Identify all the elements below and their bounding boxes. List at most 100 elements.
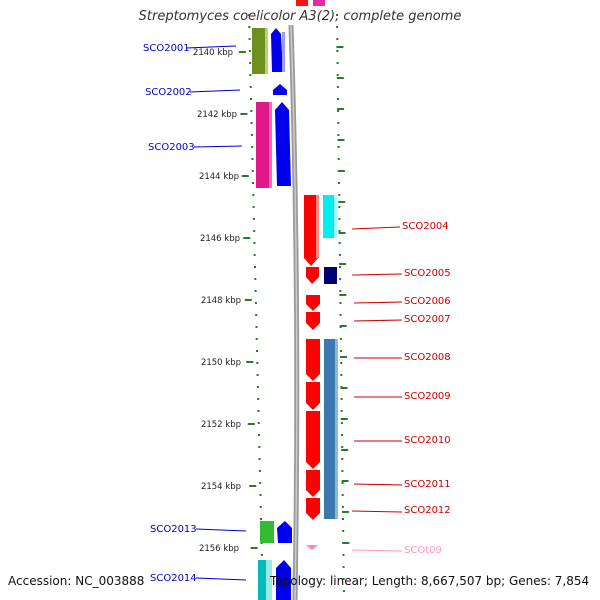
tick-label: 2140 kbp	[193, 48, 233, 58]
axis-dot	[338, 254, 341, 256]
gene-label-sco2002[interactable]: SCO2002	[145, 87, 192, 98]
axis-tick	[341, 480, 349, 482]
axis-dot	[339, 314, 342, 316]
axis-tick	[337, 139, 345, 141]
leader-line	[185, 45, 237, 49]
leader-line	[193, 145, 243, 148]
gene-label-sco2003[interactable]: SCO2003	[148, 142, 195, 153]
axis-dot	[248, 38, 251, 40]
axis-dot	[260, 554, 263, 556]
gene-arrow	[304, 195, 318, 266]
axis-dot	[252, 194, 255, 196]
gene-label-sco2013[interactable]: SCO2013	[150, 524, 197, 535]
leader-line	[351, 226, 401, 230]
gene-label-sco2006[interactable]: SCO2006	[404, 296, 451, 307]
leader-line	[189, 89, 241, 93]
leader-line	[195, 577, 247, 581]
tick-label: 2142 kbp	[197, 110, 237, 120]
axis-dot	[337, 122, 340, 124]
axis-dot	[342, 578, 345, 580]
feature-block	[313, 0, 325, 6]
genome-backbone-highlight	[290, 24, 298, 600]
axis-tick	[340, 418, 348, 420]
axis-dot	[250, 98, 252, 100]
feature-highlight	[282, 32, 285, 72]
axis-dot	[254, 302, 257, 304]
tick-label: 2150 kbp	[201, 358, 241, 368]
axis-tick	[250, 547, 258, 549]
leader-line	[351, 273, 403, 276]
axis-dot	[340, 362, 343, 364]
feature-block	[260, 521, 274, 543]
axis-dot	[255, 314, 258, 316]
axis-dot	[338, 218, 341, 220]
axis-tick	[339, 325, 347, 327]
gene-label-sco2010[interactable]: SCO2010	[404, 435, 451, 446]
axis-dot	[340, 422, 343, 424]
feature-block	[252, 28, 266, 74]
gene-arrow	[306, 382, 320, 410]
axis-dot	[336, 50, 339, 52]
gene-label-sco2014[interactable]: SCO2014	[150, 573, 197, 584]
leader-line	[195, 528, 247, 532]
axis-dot	[337, 110, 340, 112]
axis-dot	[250, 110, 253, 112]
feature-block	[324, 267, 337, 284]
axis-dot	[336, 62, 339, 64]
gene-label-sco2012[interactable]: SCO2012	[404, 505, 451, 516]
axis-dot	[251, 158, 254, 160]
leader-line	[351, 549, 403, 552]
map-title: Streptomyces coelicolor A3(2), complete …	[138, 9, 462, 24]
leader-line	[351, 510, 403, 513]
gene-label-sco2009[interactable]: SCO2009	[404, 391, 451, 402]
axis-tick	[244, 299, 252, 301]
tick-label: 2154 kbp	[201, 482, 241, 492]
axis-tick	[338, 232, 346, 234]
axis-dot	[336, 26, 339, 28]
gene-label-sco2008[interactable]: SCO2008	[404, 352, 451, 363]
axis-dot	[253, 242, 256, 244]
axis-dot	[259, 506, 262, 508]
axis-dot	[255, 338, 258, 340]
gene-arrow	[275, 102, 291, 186]
axis-dot	[337, 146, 340, 148]
axis-tick	[243, 237, 251, 239]
axis-tick	[340, 356, 348, 358]
axis-dot	[341, 434, 343, 436]
leader-line	[353, 319, 403, 322]
gene-label-sco2004[interactable]: SCO2004	[402, 221, 449, 232]
gene-arrow	[306, 498, 320, 520]
gene-label-sco2001[interactable]: SCO2001	[143, 43, 190, 54]
axis-dot	[336, 86, 339, 88]
axis-dot	[341, 458, 344, 460]
axis-dot	[341, 482, 344, 484]
gene-arrow	[306, 267, 319, 284]
gene-label-sco2005[interactable]: SCO2005	[404, 268, 451, 279]
axis-dot	[339, 338, 342, 340]
axis-dot	[336, 14, 338, 16]
axis-dot	[342, 530, 345, 532]
axis-dot	[252, 206, 255, 208]
axis-tick	[241, 175, 249, 177]
axis-dot	[337, 98, 339, 100]
axis-dot	[254, 290, 257, 292]
gene-label-sco2011[interactable]: SCO2011	[404, 479, 451, 490]
feature-block	[323, 195, 336, 238]
feature-block	[296, 0, 308, 6]
axis-dot	[342, 554, 345, 556]
axis-dot	[257, 398, 260, 400]
axis-dot	[249, 62, 252, 64]
feature-highlight	[316, 195, 319, 258]
axis-dot	[340, 374, 343, 376]
axis-dot	[259, 494, 262, 496]
axis-dot	[248, 26, 251, 28]
gene-arrow	[306, 470, 320, 497]
axis-dot	[253, 254, 256, 256]
axis-dot	[256, 350, 258, 352]
axis-dot	[342, 590, 345, 592]
gene-label-sco2007[interactable]: SCO2007	[404, 314, 451, 325]
axis-dot	[336, 38, 339, 40]
gene-label-scot09[interactable]: SCOt09	[404, 545, 442, 556]
